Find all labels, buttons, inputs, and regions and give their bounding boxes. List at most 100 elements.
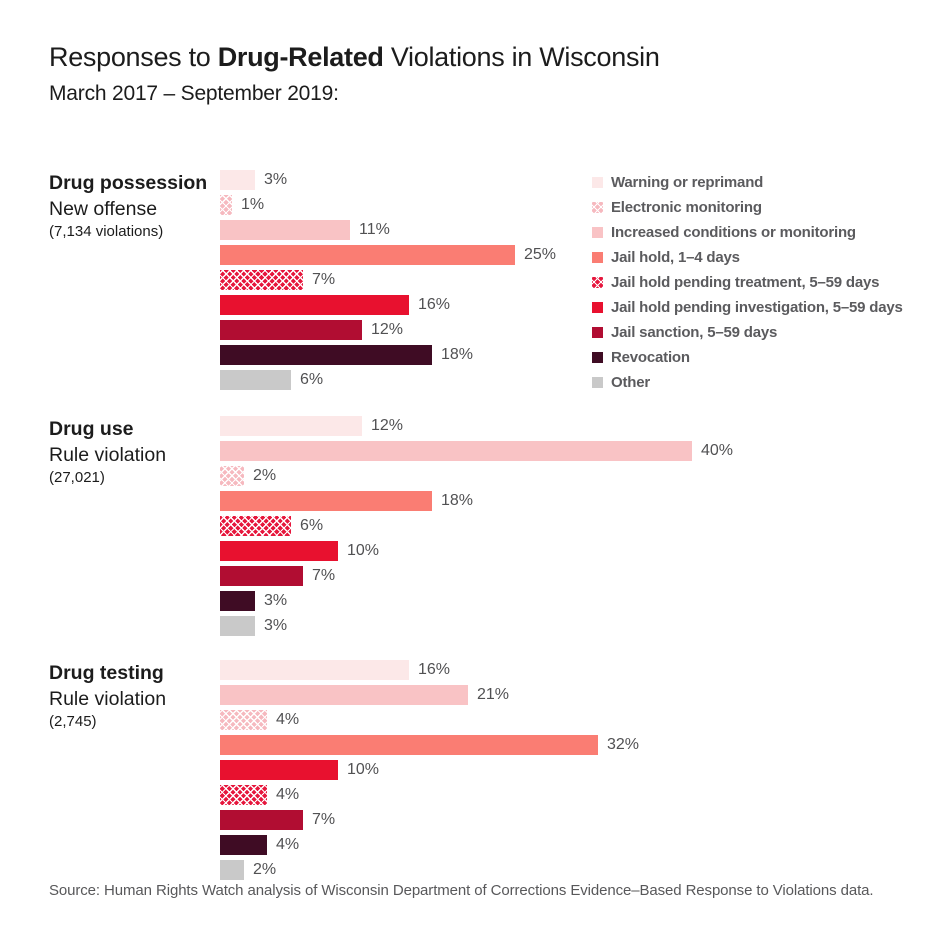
legend-swatch-icon [592,177,603,188]
bar-value-label: 12% [371,417,404,434]
legend-item-pending_investigation: Jail hold pending investigation, 5–59 da… [592,295,903,320]
bar-group: Drug use Rule violation (27,021) 12% 40% 2% 18… [0,416,946,646]
bar-warning [220,170,255,190]
bar-electronic [220,710,267,730]
legend-item-jail_hold_1_4: Jail hold, 1–4 days [592,245,903,270]
bar-pending_investigation [220,295,409,315]
bar-revocation [220,591,255,611]
bar-value-label: 1% [241,196,265,213]
bar-value-label: 2% [253,467,277,484]
legend-label: Jail hold pending treatment, 5–59 days [611,274,880,291]
group-title: Drug testing [49,662,164,684]
bar-pending_treatment [220,516,291,536]
bar-row: 11% [220,220,390,240]
bar-pending_investigation [220,541,338,561]
legend-item-increased: Increased conditions or monitoring [592,220,903,245]
bar-value-label: 32% [607,736,640,753]
bar-value-label: 16% [418,661,451,678]
legend-label: Warning or reprimand [611,174,764,191]
bar-value-label: 18% [441,346,474,363]
bar-row: 7% [220,270,335,290]
legend-item-electronic: Electronic monitoring [592,195,903,220]
bar-row: 4% [220,785,299,805]
bar-row: 32% [220,735,639,755]
bar-jail_sanction [220,810,303,830]
legend-item-warning: Warning or reprimand [592,170,903,195]
bar-value-label: 4% [276,711,300,728]
legend-swatch-icon [592,252,603,263]
legend-item-jail_sanction: Jail sanction, 5–59 days [592,320,903,345]
bar-row: 16% [220,660,450,680]
legend-label: Other [611,374,651,391]
group-title: Drug possession [49,172,208,194]
bar-row: 40% [220,441,733,461]
bar-jail_sanction [220,320,362,340]
bar-other [220,370,291,390]
group-label: Drug possession New offense (7,134 violati… [49,171,207,242]
legend-swatch-icon [592,302,603,313]
bar-row: 21% [220,685,509,705]
bar-value-label: 6% [300,517,324,534]
group-count: (2,745) [49,713,97,731]
legend-item-other: Other [592,370,903,395]
legend-label: Electronic monitoring [611,199,762,216]
bar-row: 6% [220,516,323,536]
legend-swatch-icon [592,202,603,213]
bar-row: 3% [220,170,287,190]
bar-row: 7% [220,566,335,586]
bar-revocation [220,345,432,365]
bar-jail_sanction [220,566,303,586]
group-title: Drug use [49,418,134,440]
bar-row: 2% [220,860,276,880]
bar-pending_treatment [220,785,267,805]
bar-row: 1% [220,195,264,215]
bar-value-label: 7% [312,567,336,584]
bar-value-label: 7% [312,271,336,288]
bar-value-label: 10% [347,542,380,559]
bar-row: 12% [220,416,403,436]
bar-value-label: 6% [300,371,324,388]
bar-value-label: 4% [276,836,300,853]
bar-electronic [220,195,232,215]
title-highlight: Drug-Related [217,42,384,72]
bar-row: 7% [220,810,335,830]
bar-row: 3% [220,616,287,636]
page-subtitle: March 2017 – September 2019: [49,82,339,105]
bar-warning [220,660,409,680]
legend-swatch-icon [592,327,603,338]
bar-revocation [220,835,267,855]
legend-item-revocation: Revocation [592,345,903,370]
bar-pending_treatment [220,270,303,290]
bar-value-label: 2% [253,861,277,878]
bar-other [220,860,244,880]
bar-row: 3% [220,591,287,611]
bar-pending_investigation [220,760,338,780]
legend-label: Increased conditions or monitoring [611,224,856,241]
bar-value-label: 3% [264,592,288,609]
bar-row: 16% [220,295,450,315]
bar-value-label: 11% [359,221,390,238]
bar-row: 10% [220,541,379,561]
bar-value-label: 3% [264,617,288,634]
title-suffix: Violations in Wisconsin [383,42,660,72]
group-subtitle: Rule violation [49,443,167,466]
bar-value-label: 16% [418,296,451,313]
legend-swatch-icon [592,352,603,363]
bar-increased [220,685,468,705]
group-label: Drug testing Rule violation (2,745) [49,661,166,732]
group-label: Drug use Rule violation (27,021) [49,417,166,488]
bar-group: Drug testing Rule violation (2,745) 16% 21% 4… [0,660,946,890]
bar-row: 6% [220,370,323,390]
group-subtitle: Rule violation [49,687,167,710]
group-subtitle: New offense [49,197,158,220]
bar-value-label: 21% [477,686,510,703]
bar-group: Drug possession New offense (7,134 violati… [0,170,946,400]
bar-row: 18% [220,491,473,511]
bar-electronic [220,466,244,486]
title-prefix: Responses to [49,42,218,72]
bar-value-label: 40% [701,442,734,459]
legend-item-pending_treatment: Jail hold pending treatment, 5–59 days [592,270,903,295]
legend: Warning or reprimand Electronic monitorin… [592,170,903,395]
source-note: Source: Human Rights Watch analysis of W… [49,882,874,899]
